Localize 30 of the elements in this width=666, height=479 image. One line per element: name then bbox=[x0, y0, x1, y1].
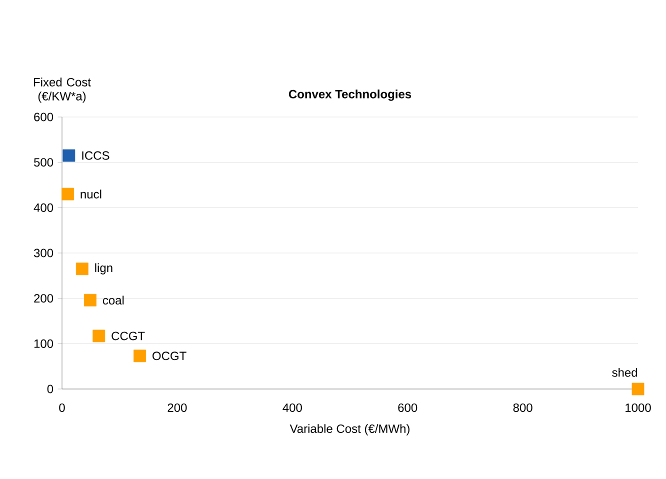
point bbox=[134, 350, 146, 362]
y-tick-label: 500 bbox=[34, 158, 54, 167]
annotation: shed bbox=[612, 368, 638, 377]
y-tick-label: 200 bbox=[34, 294, 54, 303]
x-tick-label: 400 bbox=[282, 403, 302, 412]
point bbox=[76, 262, 88, 276]
annotation: ICCS bbox=[82, 151, 110, 160]
x-tick-label: 200 bbox=[168, 403, 187, 412]
y-tick-label: 300 bbox=[34, 248, 54, 258]
point bbox=[632, 382, 644, 396]
x-axis-title: Variable Cost (€/MWh) bbox=[290, 424, 410, 436]
point bbox=[62, 188, 74, 200]
annotation: coal bbox=[102, 296, 124, 305]
y-axis-title: Fixed Cost (€/KW*a) bbox=[34, 78, 91, 103]
y-tick-label: 0 bbox=[47, 384, 54, 394]
point bbox=[62, 149, 76, 162]
y-tick-label: 400 bbox=[34, 203, 54, 212]
annotation: CCGT bbox=[112, 332, 145, 340]
annotation: nucl bbox=[80, 190, 102, 198]
annotation: lign bbox=[95, 263, 112, 274]
annotation: OCGT bbox=[152, 352, 186, 360]
x-tick-label: 800 bbox=[513, 403, 532, 412]
point bbox=[84, 294, 96, 306]
x-tick-label: 0 bbox=[59, 403, 65, 412]
chart-title: Convex Technologies bbox=[288, 90, 412, 101]
y-tick-label: 600 bbox=[34, 112, 54, 122]
x-tick-label: 1000 bbox=[626, 403, 651, 412]
x-tick-label: 600 bbox=[398, 403, 418, 412]
y-tick-label: 100 bbox=[34, 339, 54, 348]
point bbox=[92, 330, 106, 342]
